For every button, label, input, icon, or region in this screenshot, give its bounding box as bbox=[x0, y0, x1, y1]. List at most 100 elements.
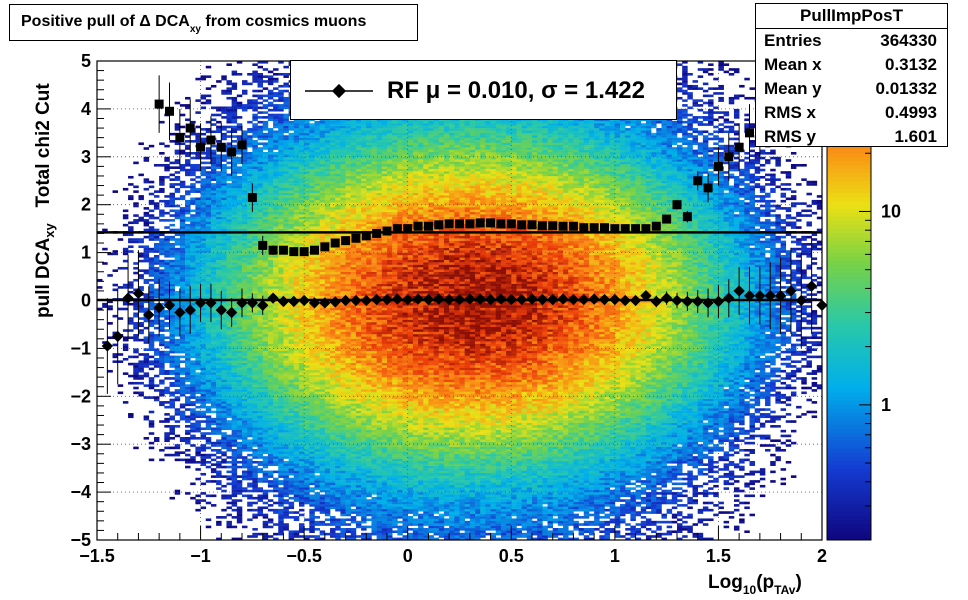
sigma-point bbox=[703, 183, 713, 193]
mean-point bbox=[194, 297, 207, 309]
mean-point bbox=[163, 299, 176, 311]
y-tick-label: 4 bbox=[81, 99, 91, 119]
sigma-point bbox=[651, 221, 661, 231]
sigma-point bbox=[382, 226, 392, 236]
sigma-point bbox=[320, 242, 330, 252]
stats-row-entries: Entries 364330 bbox=[756, 29, 947, 53]
sigma-point bbox=[475, 218, 485, 228]
mean-point bbox=[764, 290, 776, 302]
x-tick-label: 1.5 bbox=[706, 546, 731, 566]
sigma-point bbox=[455, 219, 464, 229]
stats-row-mean-x: Mean x 0.3132 bbox=[756, 53, 947, 77]
x-axis-title: Log10(pTAv) bbox=[708, 572, 802, 597]
sigma-point bbox=[403, 224, 413, 234]
mean-point bbox=[205, 297, 217, 309]
mean-point bbox=[723, 292, 735, 304]
sigma-point bbox=[423, 221, 433, 231]
mean-point bbox=[422, 293, 435, 306]
mean-point bbox=[681, 295, 694, 308]
mean-point bbox=[184, 304, 196, 316]
legend-entry: RF μ = 0.010, σ = 1.422 bbox=[387, 77, 645, 105]
mean-point bbox=[692, 295, 704, 308]
mean-point bbox=[132, 287, 145, 299]
y-tick-label: 5 bbox=[81, 51, 91, 71]
mean-point bbox=[495, 293, 507, 305]
stats-row-mean-y: Mean y 0.01332 bbox=[756, 77, 947, 101]
sigma-point bbox=[227, 147, 237, 157]
sigma-point bbox=[278, 245, 288, 255]
y-tick-label: −3 bbox=[70, 434, 91, 454]
mean-point bbox=[588, 293, 600, 305]
y-tick-label: −5 bbox=[70, 530, 91, 550]
mean-point bbox=[257, 299, 269, 311]
sigma-point bbox=[486, 218, 496, 228]
x-tick-label: 2 bbox=[817, 546, 827, 566]
mean-point bbox=[774, 290, 787, 302]
sigma-point bbox=[548, 221, 558, 231]
y-axis-title: pull DCAxy Total chi2 Cut bbox=[33, 83, 57, 318]
mean-point bbox=[505, 293, 517, 306]
sigma-point bbox=[372, 228, 382, 238]
sigma-point bbox=[672, 200, 682, 210]
sigma-point bbox=[392, 224, 402, 234]
stats-row-rms-y: RMS y 1.601 bbox=[756, 125, 947, 149]
z-tick-label: 10 bbox=[881, 201, 901, 221]
mean-point bbox=[619, 294, 631, 307]
sigma-point bbox=[165, 106, 174, 116]
mean-point bbox=[712, 295, 725, 308]
sigma-point bbox=[237, 140, 247, 150]
mean-point bbox=[433, 293, 445, 305]
y-tick-label: −4 bbox=[70, 482, 91, 502]
mean-point bbox=[391, 293, 404, 305]
mean-point bbox=[671, 294, 683, 307]
mean-point bbox=[536, 293, 549, 306]
series-sigma bbox=[154, 61, 796, 257]
series-RF bbox=[101, 238, 828, 394]
y-tick-label: −2 bbox=[70, 386, 91, 406]
mean-point bbox=[236, 297, 248, 309]
mean-point bbox=[640, 290, 652, 302]
x-tick-label: −1 bbox=[190, 546, 211, 566]
x-tick-label: 0 bbox=[403, 546, 413, 566]
axes: −1.5 −1 −0.5 0 0.5 1 1.5 2 −5 −4 −3 −2 −1 0 1 2 3 4 5 bbox=[70, 51, 827, 566]
sigma-point bbox=[558, 221, 568, 231]
mean-point bbox=[215, 304, 227, 316]
mean-point bbox=[795, 294, 807, 307]
y-tick-label: 3 bbox=[81, 147, 91, 167]
y-tick-label: 1 bbox=[81, 243, 91, 263]
mean-point bbox=[319, 297, 331, 309]
mean-point bbox=[702, 297, 714, 309]
sigma-point bbox=[413, 221, 423, 231]
sigma-point bbox=[589, 223, 599, 233]
sigma-point bbox=[247, 193, 257, 203]
y-tick-label: 2 bbox=[81, 195, 91, 215]
mean-point bbox=[267, 292, 279, 304]
y-tick-label: 0 bbox=[81, 291, 91, 311]
sigma-point bbox=[506, 219, 516, 229]
sigma-point bbox=[299, 247, 309, 257]
mean-point bbox=[743, 290, 756, 302]
sigma-point bbox=[351, 233, 361, 243]
sigma-point bbox=[641, 224, 651, 234]
sigma-point bbox=[444, 219, 454, 229]
mean-point bbox=[598, 293, 611, 306]
mean-point bbox=[288, 295, 300, 308]
mean-point bbox=[339, 294, 352, 307]
y-tick-label: −1 bbox=[70, 338, 91, 358]
legend: RF μ = 0.010, σ = 1.422 bbox=[290, 60, 677, 120]
mean-point bbox=[785, 285, 797, 297]
sigma-point bbox=[216, 142, 226, 152]
x-tick-label: 1 bbox=[610, 546, 620, 566]
mean-point bbox=[350, 294, 362, 307]
legend-marker bbox=[305, 83, 373, 99]
mean-point bbox=[246, 297, 259, 309]
sigma-point bbox=[434, 220, 444, 230]
mean-point bbox=[578, 293, 590, 306]
x-tick-label: 0.5 bbox=[499, 546, 524, 566]
z-tick-label: 1 bbox=[881, 395, 891, 415]
x-tick-label: −1.5 bbox=[79, 546, 115, 566]
mean-point bbox=[174, 306, 186, 319]
mean-point bbox=[660, 292, 673, 304]
sigma-point bbox=[268, 245, 278, 255]
mean-point bbox=[143, 309, 155, 321]
